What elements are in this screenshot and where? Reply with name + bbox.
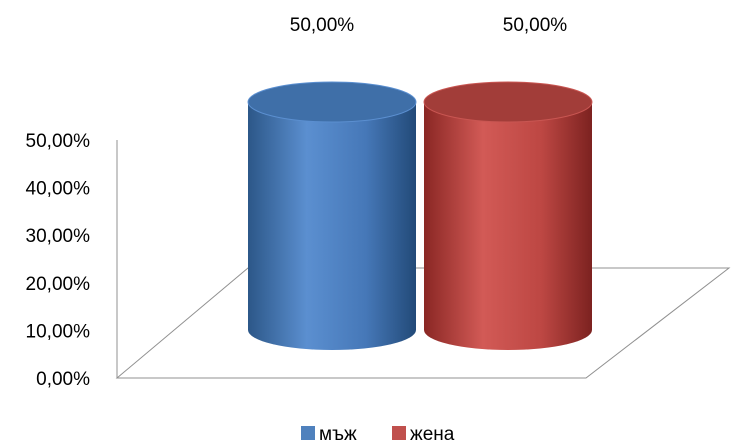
bar-body: [248, 102, 416, 350]
y-tick-label: 30,00%: [26, 226, 91, 247]
legend-item: жена: [392, 424, 455, 445]
bars: [247, 81, 593, 350]
y-tick-label: 40,00%: [26, 179, 91, 200]
y-tick-label: 0,00%: [36, 369, 90, 390]
bar-top: [247, 81, 417, 123]
bar-top: [423, 81, 593, 123]
data-label: 50,00%: [290, 15, 355, 36]
legend-swatch: [301, 426, 315, 440]
legend-swatch: [392, 426, 406, 440]
legend-label: мъж: [319, 424, 357, 445]
bar-body: [424, 102, 592, 350]
bar-woman: [423, 81, 593, 350]
data-label: 50,00%: [503, 15, 568, 36]
y-tick-label: 10,00%: [26, 321, 91, 342]
y-tick-label: 20,00%: [26, 274, 91, 295]
legend-item: мъж: [301, 424, 357, 445]
data-labels: 50,00% 50,00%: [290, 15, 568, 36]
bar-man: [247, 81, 417, 350]
floor-plane: [115, 267, 731, 379]
legend: мъж жена: [301, 424, 455, 445]
chart-floor: [115, 140, 731, 379]
legend-label: жена: [410, 424, 455, 445]
y-tick-label: 50,00%: [26, 131, 91, 152]
y-axis-ticks: 0,00% 10,00% 20,00% 30,00% 40,00% 50,00%: [26, 131, 91, 390]
